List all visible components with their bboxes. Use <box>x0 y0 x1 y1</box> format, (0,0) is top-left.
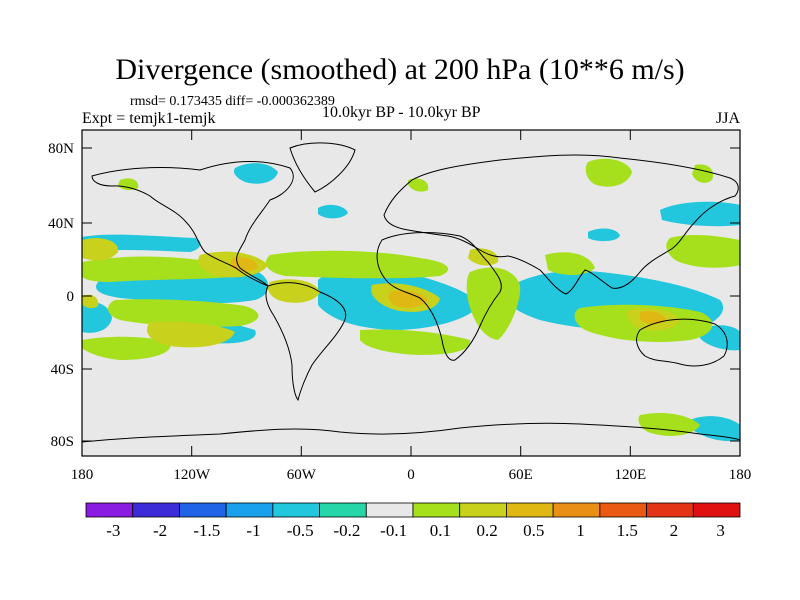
colorbar-label: -1.5 <box>193 521 220 540</box>
colorbar-label: -0.2 <box>333 521 360 540</box>
colorbar-swatch <box>179 502 227 518</box>
lon-label-60e: 60E <box>509 467 533 483</box>
contour-negative <box>82 302 112 333</box>
contour-negative <box>700 325 740 351</box>
coastline-south-america <box>265 282 347 402</box>
contour-positive-mid <box>146 321 235 348</box>
contour-positive-low <box>82 336 171 360</box>
lon-label-180w: 180 <box>71 467 94 483</box>
colorbar-label: 0.5 <box>523 521 544 540</box>
coastline-north-america <box>91 161 294 287</box>
lon-label-180e: 180 <box>729 467 752 483</box>
contour-negative <box>660 201 740 227</box>
contour-positive-low <box>408 178 429 192</box>
contour-positive-mid <box>82 238 119 261</box>
season-label: JJA <box>715 110 740 127</box>
coastline-africa <box>376 232 502 361</box>
colorbar-swatch <box>365 502 414 518</box>
contour-positive-low <box>466 267 521 340</box>
rmsd-diff-text: rmsd= 0.173435 diff= -0.000362389 <box>130 94 335 109</box>
contour-negative <box>318 204 348 219</box>
colorbar-swatch <box>506 502 554 518</box>
lon-label-60w: 60W <box>287 467 317 483</box>
contour-positive-mid <box>82 294 99 309</box>
coastline-eurasia <box>383 154 739 295</box>
contour-positive-low <box>360 329 471 355</box>
colorbar-label: 3 <box>716 521 725 540</box>
colorbar-label: -0.1 <box>380 521 407 540</box>
lon-ticks <box>81 130 741 456</box>
colorbar-swatch <box>132 502 180 518</box>
coastline-australia <box>636 318 728 367</box>
colorbar-label: -2 <box>153 521 167 540</box>
lon-label-120e: 120E <box>614 467 646 483</box>
lat-label-80n: 80N <box>48 141 74 157</box>
colorbar-swatch <box>646 502 694 518</box>
colorbar-swatch <box>85 502 134 518</box>
contour-positive-low <box>666 234 740 268</box>
colorbar-swatch <box>599 502 647 518</box>
contour-positive-low <box>585 158 632 187</box>
lon-label-120w: 120W <box>173 467 211 483</box>
contour-negative <box>588 228 620 242</box>
colorbar-swatch <box>459 502 507 518</box>
colorbar-label: 0.2 <box>476 521 497 540</box>
colorbar-swatch <box>692 502 741 518</box>
colorbar-label: -0.5 <box>287 521 314 540</box>
lon-label-0: 0 <box>407 467 415 483</box>
colorbar-label: 1.5 <box>617 521 638 540</box>
coastline-antarctica <box>82 422 740 443</box>
coastline-greenland <box>289 142 356 193</box>
colorbar-labels: -3 -2 -1.5 -1 -0.5 -0.2 -0.1 0.1 0.2 0.5 1 1.5 2 3 <box>106 521 725 540</box>
colorbar-swatch <box>412 502 461 518</box>
lat-label-40s: 40S <box>51 362 74 378</box>
contour-positive-low <box>108 299 259 327</box>
colorbar-swatch <box>319 502 367 518</box>
contour-negative <box>234 163 278 184</box>
contour-negative <box>690 416 740 442</box>
colorbar <box>85 502 741 518</box>
period-label: 10.0kyr BP - 10.0kyr BP <box>322 104 481 121</box>
contour-positive-high <box>388 290 428 308</box>
experiment-label: Expt = temjk1-temjk <box>82 110 216 127</box>
contour-positive-low <box>265 250 449 279</box>
colorbar-label: 0.1 <box>430 521 451 540</box>
colorbar-label: 2 <box>670 521 679 540</box>
colorbar-swatch <box>272 502 320 518</box>
contour-positive-high <box>640 311 666 325</box>
lat-ticks <box>82 147 740 442</box>
lat-label-40n: 40N <box>48 216 74 232</box>
colorbar-swatch <box>225 502 274 518</box>
contour-positive-low <box>638 413 700 436</box>
colorbar-label: -1 <box>246 521 260 540</box>
contour-positive-low <box>545 252 595 275</box>
lat-label-80s: 80S <box>51 434 74 450</box>
contour-positive-low <box>118 178 139 191</box>
contour-fields <box>82 158 740 442</box>
colorbar-swatch <box>552 502 601 518</box>
colorbar-label: 1 <box>576 521 585 540</box>
lat-label-eq: 0 <box>67 289 75 305</box>
coastlines <box>82 142 740 443</box>
plot-title: Divergence (smoothed) at 200 hPa (10**6 … <box>115 53 685 86</box>
colorbar-label: -3 <box>106 521 120 540</box>
